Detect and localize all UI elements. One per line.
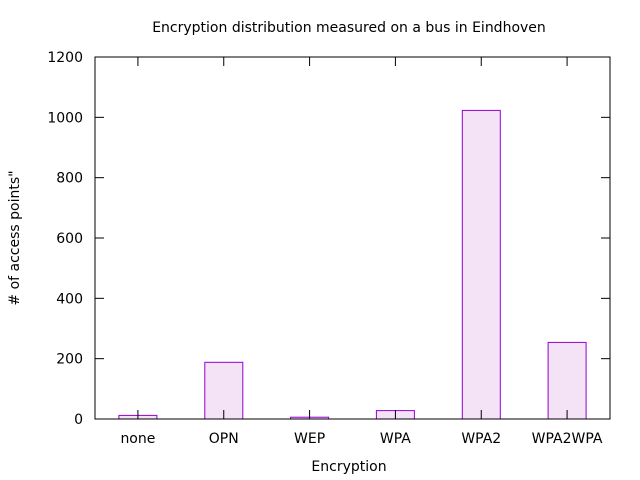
y-tick-label: 600	[56, 231, 83, 247]
bars-group	[118, 109, 587, 420]
y-tick-label: 800	[56, 171, 83, 187]
x-tick-label: WPA	[380, 431, 411, 447]
x-axis-label: Encryption	[311, 459, 386, 475]
x-axis-ticks: none OPN WEP WPA WPA2 WPA2WPA	[120, 57, 603, 447]
y-tick-label: 1000	[47, 110, 83, 126]
bar-wpa2wpa	[547, 341, 587, 420]
y-tick-label: 400	[56, 291, 83, 307]
y-tick-label: 0	[74, 412, 83, 428]
y-axis-ticks: 0 200 400 600 800 1000 1200	[47, 50, 610, 428]
y-axis-label: # of access points"	[7, 170, 23, 305]
x-tick-label: WPA2WPA	[532, 431, 603, 447]
bar-opn	[204, 361, 244, 420]
plot-frame	[94, 56, 611, 420]
x-tick-label: OPN	[209, 431, 239, 447]
y-tick-label: 1200	[47, 50, 83, 66]
chart-title: Encryption distribution measured on a bu…	[152, 20, 546, 36]
bar-wpa2	[461, 109, 501, 420]
x-tick-label: none	[120, 431, 155, 447]
x-tick-label: WEP	[294, 431, 325, 447]
x-tick-label: WPA2	[461, 431, 501, 447]
y-tick-label: 200	[56, 352, 83, 368]
